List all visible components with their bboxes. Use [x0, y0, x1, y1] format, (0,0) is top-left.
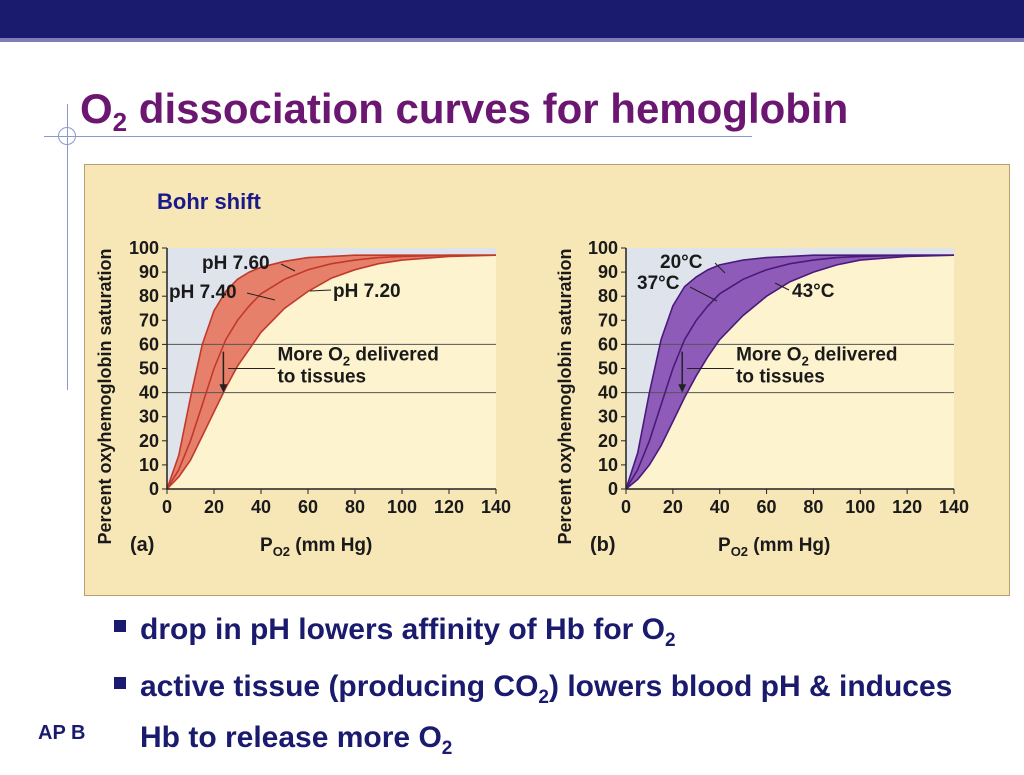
figure-panel: 0 10 20 30 40 50 60 70 80 90 100 0 20 40 60 80 100 120 140…: [84, 164, 1010, 596]
x-tick-label: 80: [345, 497, 365, 517]
series-label: pH 7.60: [202, 253, 270, 274]
annotation-text: More O2 delivered: [736, 344, 897, 368]
x-tick-label: 140: [481, 497, 511, 517]
y-tick-label: 70: [598, 310, 618, 330]
x-tick-label: 120: [892, 497, 922, 517]
decor-circle: [58, 127, 76, 145]
series-line: [166, 254, 496, 490]
decor-vertical-line: [67, 104, 68, 390]
chart-panel-a: 0 10 20 30 40 50 60 70 80 90 100 0 20 40 60 80 100 120 140…: [95, 189, 511, 559]
x-axis-label: PO2 (mm Hg): [718, 535, 830, 559]
x-axis-label: PO2 (mm Hg): [260, 535, 372, 559]
series-label: 37°C: [637, 273, 680, 294]
x-tick-label: 20: [204, 497, 224, 517]
y-tick-label: 30: [139, 407, 159, 427]
annotation-arrowhead: [219, 384, 228, 393]
series-label-leader: [246, 292, 276, 301]
series-label-leader: [280, 263, 296, 272]
top-bar-accent: [0, 38, 1024, 42]
y-tick-label: 70: [139, 310, 159, 330]
bullet-item: drop in pH lowers affinity of Hb for O2: [112, 610, 992, 661]
x-tick-label: 20: [663, 497, 683, 517]
y-tick-label: 20: [598, 431, 618, 451]
y-tick-label: 100: [588, 238, 618, 258]
series-label-leader: [689, 286, 718, 302]
chart-panel-b: 0 10 20 30 40 50 60 70 80 90 100 0 20 40 60 80 100 120 140…: [555, 238, 969, 559]
series-line: [625, 254, 954, 490]
series-label-leader: [309, 289, 332, 292]
series-label: 20°C: [660, 252, 703, 273]
y-tick-label: 80: [598, 286, 618, 306]
y-tick-label: 60: [139, 334, 159, 354]
x-tick-label: 100: [845, 497, 875, 517]
panel-label: (b): [590, 534, 616, 556]
y-axis-label: Percent oxyhemoglobin saturation: [555, 248, 575, 544]
series-label: 43°C: [792, 281, 835, 302]
series-label: pH 7.40: [169, 282, 237, 303]
y-tick-label: 30: [598, 407, 618, 427]
x-tick-label: 140: [939, 497, 969, 517]
panel-label: (a): [130, 534, 154, 556]
y-tick-label: 50: [598, 359, 618, 379]
y-tick-label: 0: [608, 479, 618, 499]
y-tick-label: 80: [139, 286, 159, 306]
series-label-leader: [714, 262, 726, 274]
annotation-text-line2: to tissues: [736, 367, 825, 388]
bullet-item: active tissue (producing CO2) lowers blo…: [112, 667, 992, 769]
x-tick-label: 40: [710, 497, 730, 517]
curve-band: [626, 255, 954, 489]
bullet-list: drop in pH lowers affinity of Hb for O2 …: [112, 610, 992, 775]
y-tick-label: 90: [139, 262, 159, 282]
plot-shade-upper: [167, 248, 496, 489]
y-tick-label: 10: [598, 455, 618, 475]
y-tick-label: 50: [139, 359, 159, 379]
series-label-leader: [774, 282, 790, 291]
x-tick-label: 0: [162, 497, 172, 517]
y-tick-label: 100: [129, 238, 159, 258]
y-tick-label: 10: [139, 455, 159, 475]
y-tick-label: 40: [598, 383, 618, 403]
slide-title: O2 dissociation curves for hemoglobin: [80, 85, 849, 137]
x-tick-label: 0: [621, 497, 631, 517]
chart-title: Bohr shift: [157, 189, 262, 214]
series-label: pH 7.20: [333, 281, 401, 302]
x-tick-label: 100: [387, 497, 417, 517]
series-line: [166, 254, 496, 490]
y-tick-label: 0: [149, 479, 159, 499]
x-tick-label: 120: [434, 497, 464, 517]
footer-text: AP B: [38, 722, 86, 744]
y-tick-label: 90: [598, 262, 618, 282]
x-tick-label: 60: [757, 497, 777, 517]
x-tick-label: 60: [298, 497, 318, 517]
y-tick-label: 20: [139, 431, 159, 451]
annotation-text-line2: to tissues: [277, 367, 366, 388]
y-axis-label: Percent oxyhemoglobin saturation: [95, 248, 115, 544]
top-bar: [0, 0, 1024, 38]
annotation-text: More O2 delivered: [277, 344, 438, 368]
x-tick-label: 40: [251, 497, 271, 517]
x-tick-label: 80: [803, 497, 823, 517]
annotation-arrowhead: [678, 384, 687, 393]
series-line: [625, 254, 955, 490]
curve-band: [167, 255, 496, 489]
plot-shade-upper: [626, 248, 954, 489]
y-tick-label: 60: [598, 334, 618, 354]
series-line: [166, 254, 497, 490]
decor-horizontal-line: [44, 136, 752, 137]
y-tick-label: 40: [139, 383, 159, 403]
series-line: [625, 254, 954, 490]
